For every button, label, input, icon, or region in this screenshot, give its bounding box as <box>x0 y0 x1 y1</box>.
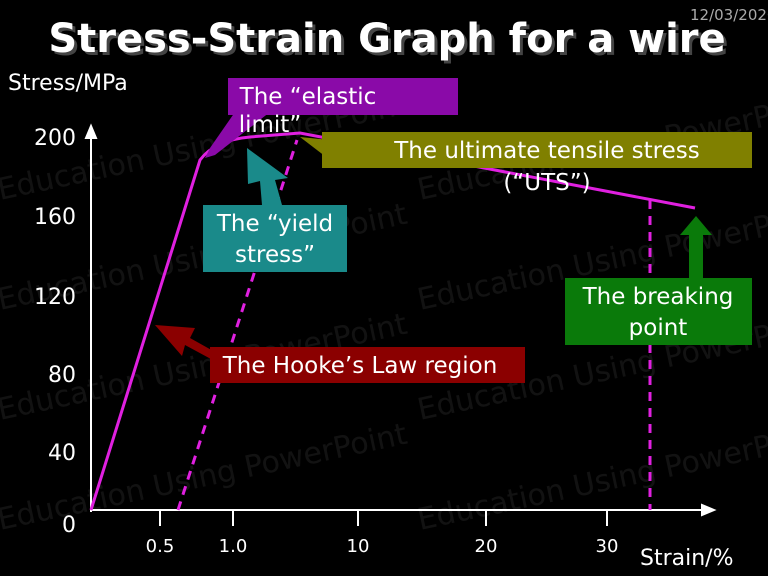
axes <box>84 123 717 517</box>
x-tick-label: 20 <box>475 536 498 557</box>
yield-arrow <box>247 148 288 205</box>
y-tick-label: 0 <box>62 513 76 538</box>
x-tick-label: 10 <box>347 536 370 557</box>
y-tick-label: 160 <box>34 205 76 230</box>
x-arrow <box>701 503 717 517</box>
elastic-limit-text: limit” <box>239 112 302 138</box>
y-axis-label: Stress/MPa <box>8 71 128 96</box>
elastic-limit-text: The “elastic <box>239 84 377 110</box>
x-ticks: 0.5 1.0 10 20 30 <box>146 510 619 557</box>
hooke-text: The Hooke’s Law region <box>222 353 498 379</box>
y-tick-label: 200 <box>34 126 76 151</box>
breaking-text: point <box>629 315 688 341</box>
yield-text: The “yield <box>216 211 333 237</box>
uts-box <box>322 132 752 168</box>
breaking-text: The breaking <box>582 284 734 310</box>
x-tick-label: 30 <box>596 536 619 557</box>
yield-text: stress” <box>235 242 315 268</box>
x-tick-label: 1.0 <box>219 536 248 557</box>
date: 12/03/2020 <box>690 6 768 24</box>
hooke-box <box>210 347 525 383</box>
elastic-limit-box <box>228 78 458 115</box>
uts-text: The ultimate tensile stress <box>393 138 699 164</box>
breaking-arrow <box>680 216 712 278</box>
yield-box <box>203 205 347 272</box>
title: Stress-Strain Graph for a wire <box>48 16 725 62</box>
breaking-box <box>565 278 752 345</box>
uts-text: (“UTS”) <box>503 170 590 196</box>
y-arrow <box>84 123 98 139</box>
y-ticks: 200 160 120 80 40 0 <box>34 126 76 538</box>
hooke-arrow <box>155 325 222 365</box>
x-tick-label: 0.5 <box>146 536 175 557</box>
y-tick-label: 120 <box>34 285 76 310</box>
elastic-limit-arrow <box>205 112 270 158</box>
x-axis-label: Strain/% <box>640 546 734 571</box>
y-tick-label: 40 <box>48 441 76 466</box>
title-shadow: Stress-Strain Graph for a wire <box>51 19 728 65</box>
y-tick-label: 80 <box>48 363 76 388</box>
